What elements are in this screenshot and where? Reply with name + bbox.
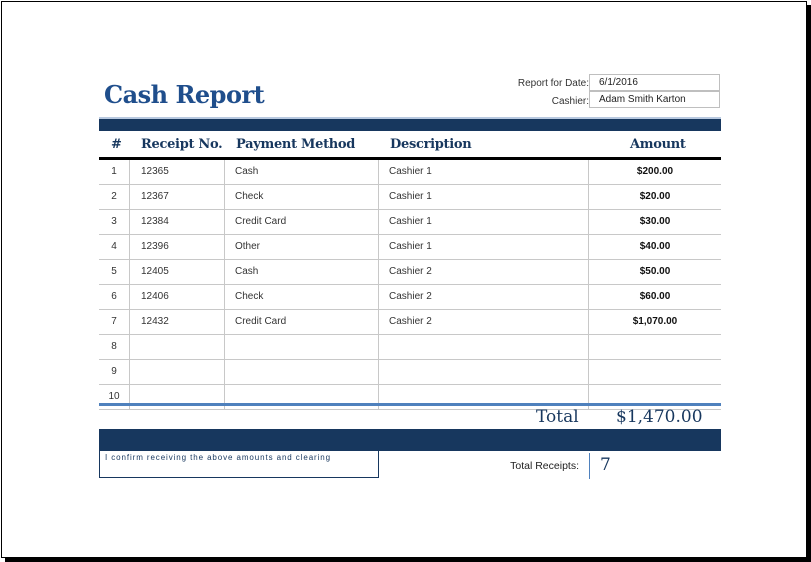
table-row: 3 12384 Credit Card Cashier 1 $30.00 bbox=[99, 210, 721, 235]
total-receipts-label: Total Receipts: bbox=[510, 460, 579, 472]
receipt-cell[interactable]: 12406 bbox=[130, 285, 225, 309]
amount-cell[interactable] bbox=[589, 360, 721, 384]
description-cell[interactable]: Cashier 1 bbox=[379, 235, 589, 259]
total-receipts-value: 7 bbox=[600, 455, 611, 475]
receipt-cell[interactable]: 12384 bbox=[130, 210, 225, 234]
receipts-divider bbox=[589, 453, 590, 479]
cashier-field[interactable]: Adam Smith Karton bbox=[589, 91, 720, 108]
payment-method-cell[interactable]: Credit Card bbox=[225, 310, 379, 334]
col-amount: Amount bbox=[630, 137, 686, 152]
col-receipt-no: Receipt No. bbox=[141, 137, 223, 152]
date-field[interactable]: 6/1/2016 bbox=[589, 74, 720, 91]
footer-band bbox=[99, 429, 721, 451]
header-band bbox=[99, 117, 721, 131]
total-label: Total bbox=[536, 407, 579, 427]
payment-method-cell[interactable]: Cash bbox=[225, 260, 379, 284]
table-row: 2 12367 Check Cashier 1 $20.00 bbox=[99, 185, 721, 210]
total-value: $1,470.00 bbox=[616, 407, 703, 427]
row-number[interactable]: 10 bbox=[99, 385, 130, 409]
amount-cell[interactable]: $50.00 bbox=[639, 266, 671, 277]
col-description: Description bbox=[390, 137, 472, 152]
col-payment-method: Payment Method bbox=[236, 137, 356, 152]
table-row: 10 bbox=[99, 385, 721, 410]
row-number[interactable]: 8 bbox=[99, 335, 130, 359]
confirmation-box[interactable]: I confirm receiving the above amounts an… bbox=[99, 451, 379, 478]
cashier-label: Cashier: bbox=[551, 96, 589, 107]
row-number[interactable]: 9 bbox=[99, 360, 130, 384]
payment-method-cell[interactable] bbox=[225, 335, 379, 359]
receipts-table: # Receipt No. Payment Method Description… bbox=[99, 132, 721, 410]
receipt-cell[interactable]: 12432 bbox=[130, 310, 225, 334]
table-row: 7 12432 Credit Card Cashier 2 $1,070.00 bbox=[99, 310, 721, 335]
description-cell[interactable]: Cashier 2 bbox=[379, 260, 589, 284]
payment-method-cell[interactable] bbox=[225, 385, 379, 409]
payment-method-cell[interactable]: Check bbox=[225, 185, 379, 209]
row-number[interactable]: 6 bbox=[99, 285, 130, 309]
table-row: 4 12396 Other Cashier 1 $40.00 bbox=[99, 235, 721, 260]
amount-cell[interactable] bbox=[589, 335, 721, 359]
table-row: 9 bbox=[99, 360, 721, 385]
table-header: # Receipt No. Payment Method Description… bbox=[99, 132, 721, 160]
payment-method-cell[interactable]: Other bbox=[225, 235, 379, 259]
receipt-cell[interactable]: 12367 bbox=[130, 185, 225, 209]
description-cell[interactable]: Cashier 2 bbox=[379, 310, 589, 334]
amount-cell[interactable]: $20.00 bbox=[639, 191, 671, 202]
row-number[interactable]: 7 bbox=[99, 310, 130, 334]
description-cell[interactable] bbox=[379, 385, 589, 409]
description-cell[interactable]: Cashier 1 bbox=[379, 160, 589, 184]
payment-method-cell[interactable]: Check bbox=[225, 285, 379, 309]
receipt-cell[interactable]: 12396 bbox=[130, 235, 225, 259]
description-cell[interactable] bbox=[379, 360, 589, 384]
row-number[interactable]: 5 bbox=[99, 260, 130, 284]
receipt-cell[interactable]: 12405 bbox=[130, 260, 225, 284]
table-row: 1 12365 Cash Cashier 1 $200.00 bbox=[99, 160, 721, 185]
description-cell[interactable]: Cashier 1 bbox=[379, 185, 589, 209]
table-row: 8 bbox=[99, 335, 721, 360]
col-number: # bbox=[111, 137, 122, 152]
table-row: 6 12406 Check Cashier 2 $60.00 bbox=[99, 285, 721, 310]
receipt-cell[interactable] bbox=[130, 360, 225, 384]
row-number[interactable]: 2 bbox=[99, 185, 130, 209]
receipt-cell[interactable] bbox=[130, 385, 225, 409]
description-cell[interactable] bbox=[379, 335, 589, 359]
receipt-cell[interactable]: 12365 bbox=[130, 160, 225, 184]
page-title: Cash Report bbox=[104, 80, 265, 109]
table-row: 5 12405 Cash Cashier 2 $50.00 bbox=[99, 260, 721, 285]
total-divider bbox=[99, 403, 721, 406]
date-label: Report for Date: bbox=[517, 78, 589, 89]
row-number[interactable]: 3 bbox=[99, 210, 130, 234]
payment-method-cell[interactable] bbox=[225, 360, 379, 384]
description-cell[interactable]: Cashier 1 bbox=[379, 210, 589, 234]
row-number[interactable]: 1 bbox=[99, 160, 130, 184]
payment-method-cell[interactable]: Credit Card bbox=[225, 210, 379, 234]
amount-cell[interactable]: $1,070.00 bbox=[632, 316, 678, 327]
amount-cell[interactable]: $60.00 bbox=[639, 291, 671, 302]
row-number[interactable]: 4 bbox=[99, 235, 130, 259]
amount-cell[interactable]: $200.00 bbox=[636, 166, 674, 177]
receipt-cell[interactable] bbox=[130, 335, 225, 359]
description-cell[interactable]: Cashier 2 bbox=[379, 285, 589, 309]
amount-cell[interactable]: $40.00 bbox=[639, 241, 671, 252]
payment-method-cell[interactable]: Cash bbox=[225, 160, 379, 184]
amount-cell[interactable]: $30.00 bbox=[639, 216, 671, 227]
